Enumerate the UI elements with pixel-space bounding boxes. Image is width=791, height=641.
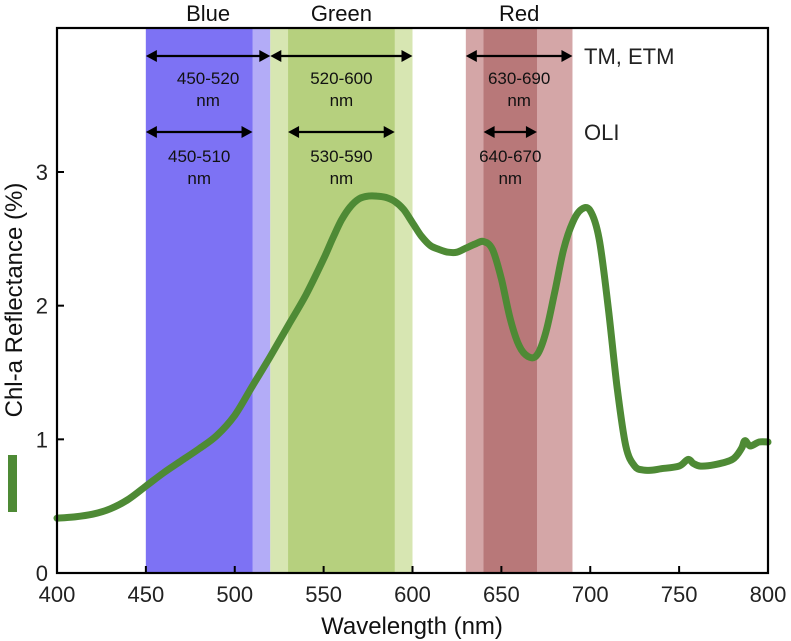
green-oli-range-label-line: nm <box>330 169 354 188</box>
green-oli-arrow-head-right <box>383 126 395 138</box>
green-tm-range-label: 520-600 nm <box>310 69 372 110</box>
red-oli-range-label-line: nm <box>498 169 522 188</box>
x-tick-label-450: 450 <box>128 582 165 607</box>
green-oli-range-label: 530-590 nm <box>310 147 372 188</box>
y-tick-label-1: 1 <box>36 427 48 452</box>
red-tm-arrow-head-right <box>561 50 573 62</box>
green-tm-range-label-line: nm <box>330 91 354 110</box>
green-tm-arrow <box>270 50 413 62</box>
green-oli-arrow <box>288 126 395 138</box>
red-oli-band-overlay <box>483 28 537 573</box>
blue-tm-range-label-line: 450-520 <box>177 69 239 88</box>
blue-oli-arrow-head-right <box>241 126 253 138</box>
sensor-label-tm: TM, ETM <box>584 44 674 69</box>
red-tm-arrow-head-left <box>465 50 477 62</box>
legend-line-swatch <box>8 455 17 512</box>
y-axis-title: Chl-a Reflectance (%) <box>1 183 28 418</box>
x-tick-label-550: 550 <box>305 582 342 607</box>
blue-oli-range-label-line: 450-510 <box>168 147 230 166</box>
red-oli-range-label-line: 640-670 <box>479 147 541 166</box>
green-oli-range-label-line: 530-590 <box>310 147 372 166</box>
blue-tm-arrow-head-right <box>259 50 271 62</box>
blue-tm-range-label-line: nm <box>196 91 220 110</box>
red-oli-arrow-head-right <box>525 126 537 138</box>
x-tick-label-800: 800 <box>750 582 787 607</box>
y-tick-label-0: 0 <box>36 561 48 586</box>
x-tick-label-600: 600 <box>394 582 431 607</box>
reflectance-curve <box>53 192 772 522</box>
blue-tm-arrow-head-left <box>145 50 157 62</box>
red-tm-range-label-line: 630-690 <box>488 69 550 88</box>
blue-tm-range-label: 450-520 nm <box>177 69 239 110</box>
red-tm-arrow <box>465 50 573 62</box>
x-tick-label-750: 750 <box>661 582 698 607</box>
y-tick-label-3: 3 <box>36 160 48 185</box>
bands-layer <box>145 28 573 573</box>
blue-band-title: Blue <box>186 1 230 26</box>
red-oli-arrow <box>483 126 537 138</box>
x-axis-title: Wavelength (nm) <box>321 613 503 640</box>
x-tick-label-400: 400 <box>39 582 76 607</box>
y-tick-label-2: 2 <box>36 294 48 319</box>
green-tm-arrow-head-left <box>270 50 282 62</box>
x-tick-label-700: 700 <box>572 582 609 607</box>
red-oli-arrow-head-left <box>483 126 495 138</box>
blue-oli-range-label-line: nm <box>187 169 211 188</box>
green-oli-arrow-head-left <box>288 126 300 138</box>
green-tm-arrow-head-right <box>401 50 413 62</box>
ticks-layer: 400 450 500 550 600 650 700 750 800 0 1 2 3 <box>36 160 787 607</box>
red-band-title: Red <box>499 1 539 26</box>
red-tm-range-label: 630-690 nm <box>488 69 550 110</box>
blue-oli-arrow <box>145 126 253 138</box>
x-tick-label-650: 650 <box>483 582 520 607</box>
curve-layer <box>53 192 772 522</box>
red-oli-range-label: 640-670 nm <box>479 147 541 188</box>
x-tick-label-500: 500 <box>216 582 253 607</box>
sensor-label-oli: OLI <box>584 120 619 145</box>
red-tm-range-label-line: nm <box>507 91 531 110</box>
blue-oli-band <box>145 28 253 573</box>
blue-tm-arrow <box>145 50 271 62</box>
green-band-title: Green <box>311 1 372 26</box>
blue-oli-range-label: 450-510 nm <box>168 147 230 188</box>
blue-oli-arrow-head-left <box>145 126 157 138</box>
green-tm-range-label-line: 520-600 <box>310 69 372 88</box>
